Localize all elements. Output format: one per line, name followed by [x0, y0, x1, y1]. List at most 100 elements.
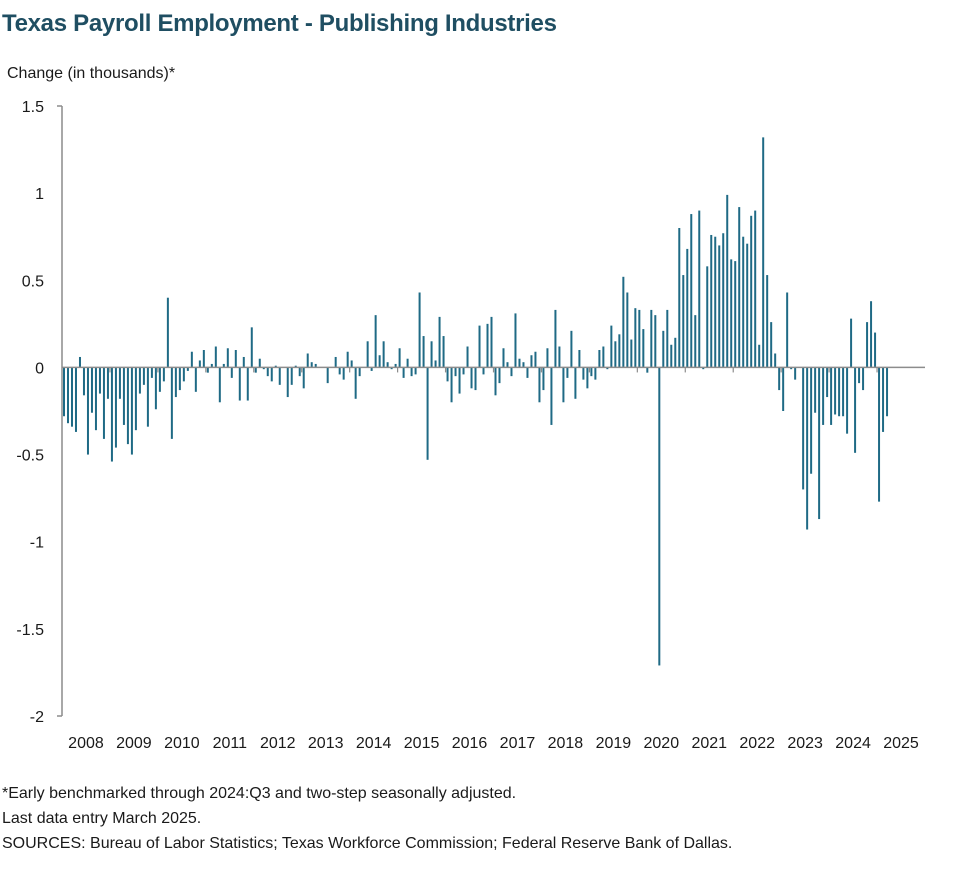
bar	[442, 336, 445, 368]
bar	[726, 194, 729, 368]
x-tick-label: 2008	[68, 735, 104, 752]
bar	[770, 322, 773, 368]
x-tick-label: 2024	[835, 735, 871, 752]
bar	[190, 351, 193, 368]
bar	[846, 367, 849, 434]
bar	[830, 367, 833, 425]
bar	[98, 367, 101, 394]
y-tick-label: 0	[35, 360, 44, 377]
bar	[294, 365, 297, 368]
bar	[166, 297, 169, 368]
bar	[358, 367, 361, 377]
bar	[386, 362, 389, 368]
bar	[194, 367, 197, 392]
axes	[57, 105, 925, 717]
bar	[606, 367, 609, 370]
bar	[766, 275, 769, 368]
x-tick-label: 2009	[116, 735, 152, 752]
y-tick-label: 0.5	[22, 273, 44, 290]
bar	[550, 367, 553, 425]
bar	[242, 356, 245, 368]
bar	[462, 367, 465, 375]
bar	[74, 367, 77, 432]
bar	[218, 367, 221, 403]
bar	[646, 367, 649, 373]
bar	[738, 207, 741, 368]
bar	[314, 363, 317, 368]
y-axis-label: Change (in thousands)*	[7, 65, 176, 82]
bar	[610, 325, 613, 368]
bar	[350, 360, 353, 368]
bar	[126, 367, 129, 445]
bar	[78, 356, 81, 368]
bar	[498, 367, 501, 384]
bar	[250, 327, 253, 368]
bar	[626, 292, 629, 368]
bar	[502, 348, 505, 368]
bar	[802, 367, 805, 490]
bar	[118, 367, 121, 399]
bar	[666, 309, 669, 368]
bar	[326, 367, 329, 384]
bar	[674, 337, 677, 368]
x-tick-label: 2021	[691, 735, 727, 752]
bar	[378, 355, 381, 368]
bar	[298, 367, 301, 377]
bar	[734, 261, 737, 368]
bar	[402, 367, 405, 378]
bar	[570, 330, 573, 368]
bar	[566, 367, 569, 378]
bar	[618, 334, 621, 368]
bar	[410, 367, 413, 377]
bar	[754, 210, 757, 368]
bar	[858, 367, 861, 384]
bar	[862, 367, 865, 391]
bar	[750, 215, 753, 368]
bar	[70, 367, 73, 427]
bar	[270, 367, 273, 382]
x-tick-label: 2012	[260, 735, 296, 752]
y-tick-label: -2	[30, 709, 44, 726]
bar	[226, 348, 229, 368]
bar	[174, 367, 177, 398]
bar	[718, 245, 721, 368]
bar	[394, 363, 397, 368]
bar	[266, 367, 269, 377]
bar	[578, 350, 581, 368]
bar	[522, 362, 525, 368]
bar	[122, 367, 125, 425]
bar	[158, 367, 161, 392]
bar	[206, 367, 209, 373]
bars	[63, 137, 889, 666]
bar	[706, 266, 709, 368]
bar	[274, 365, 277, 368]
bar	[398, 348, 401, 368]
bar	[418, 292, 421, 368]
bar	[470, 367, 473, 389]
bar	[554, 309, 557, 368]
bar	[762, 137, 765, 368]
bar	[63, 367, 65, 417]
x-tick-label: 2015	[404, 735, 440, 752]
bar	[238, 367, 241, 401]
bar	[94, 367, 97, 431]
bar	[634, 308, 637, 368]
bar	[642, 329, 645, 368]
bar	[678, 228, 681, 368]
bar	[486, 323, 489, 368]
bar	[810, 367, 813, 474]
bar	[438, 316, 441, 368]
footnote-sources: SOURCES: Bureau of Labor Statistics; Tex…	[2, 835, 733, 852]
bar	[414, 367, 417, 375]
x-axis-ticks: 2008 2009 2010 2011 2012 2013 2014 2015 2016 2017…	[68, 735, 919, 752]
bar	[670, 344, 673, 368]
bar	[538, 367, 541, 403]
bar	[290, 367, 293, 385]
x-tick-label: 2010	[164, 735, 200, 752]
footnote-last-entry: Last data entry March 2025.	[2, 810, 202, 827]
bar	[818, 367, 821, 520]
bar	[806, 367, 809, 530]
x-tick-label: 2019	[596, 735, 632, 752]
bar	[138, 367, 141, 394]
bar	[334, 356, 337, 368]
